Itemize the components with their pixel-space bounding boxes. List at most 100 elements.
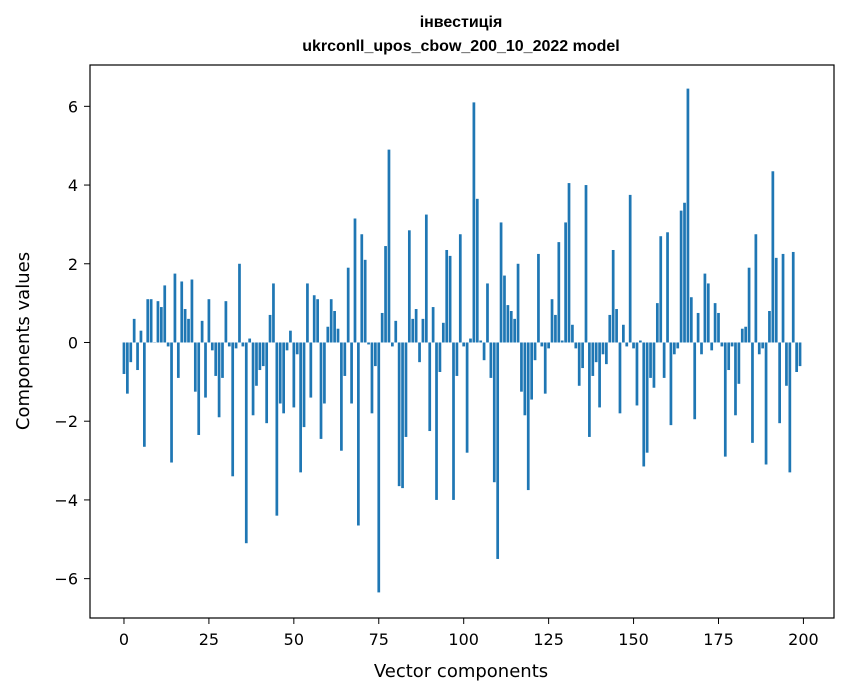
- bar: [309, 342, 313, 398]
- bar: [543, 342, 547, 394]
- bar: [608, 314, 612, 343]
- bar: [316, 299, 319, 343]
- bar: [751, 342, 754, 443]
- bar: [635, 342, 639, 406]
- bar: [363, 259, 367, 343]
- bar: [523, 342, 527, 416]
- bar: [411, 318, 415, 343]
- y-tick-label: −4: [54, 491, 78, 510]
- x-tick-label: 25: [199, 630, 219, 649]
- y-axis-label: Components values: [13, 252, 34, 430]
- bar: [540, 342, 544, 347]
- bar: [285, 342, 289, 351]
- x-tick-label: 100: [448, 630, 479, 649]
- bar: [176, 342, 180, 378]
- bar: [360, 234, 364, 343]
- bar: [744, 326, 748, 343]
- bar: [764, 342, 768, 465]
- bar: [588, 342, 591, 437]
- bar: [757, 342, 761, 355]
- bar: [224, 301, 228, 343]
- bar: [458, 234, 462, 343]
- y-tick-label: −2: [54, 412, 78, 431]
- bar: [642, 342, 646, 467]
- bar: [207, 299, 211, 343]
- bar: [275, 342, 279, 516]
- bar: [584, 185, 588, 343]
- bar: [720, 342, 724, 347]
- bar: [122, 342, 126, 374]
- bar: [710, 342, 714, 351]
- bar: [227, 342, 231, 347]
- bar: [350, 342, 353, 404]
- bar: [438, 342, 442, 372]
- bar: [384, 246, 387, 343]
- bar: [554, 314, 557, 343]
- bar: [649, 342, 652, 378]
- bar: [200, 320, 204, 343]
- bar: [785, 342, 788, 386]
- bar: [754, 234, 758, 343]
- x-tick-label: 50: [284, 630, 304, 649]
- bar: [193, 342, 197, 392]
- bar: [159, 307, 163, 343]
- bar: [282, 342, 285, 414]
- bar: [441, 322, 445, 343]
- bars-group: [122, 88, 802, 593]
- bar: [248, 338, 252, 343]
- bar: [299, 342, 302, 473]
- x-tick-label: 75: [369, 630, 389, 649]
- bar: [401, 342, 404, 489]
- bar: [187, 318, 190, 343]
- bar: [126, 342, 129, 394]
- bar: [367, 342, 370, 345]
- bar: [475, 198, 479, 343]
- bar: [407, 230, 411, 343]
- bar: [537, 253, 540, 343]
- bar: [180, 281, 184, 343]
- y-tick-label: 4: [68, 176, 78, 195]
- bar: [761, 342, 765, 349]
- bar: [170, 342, 173, 463]
- bar: [788, 342, 792, 473]
- bar: [737, 342, 741, 384]
- bar: [659, 236, 663, 343]
- x-tick-label: 0: [119, 630, 129, 649]
- plot-area-frame: [89, 64, 835, 619]
- bar: [289, 330, 292, 343]
- bar: [516, 263, 520, 343]
- bar: [462, 342, 466, 347]
- bar: [333, 311, 336, 343]
- bar: [326, 326, 330, 343]
- bar: [669, 342, 673, 426]
- bar: [166, 342, 170, 347]
- bar: [183, 309, 187, 343]
- bar: [520, 342, 523, 392]
- bar: [615, 309, 618, 343]
- bar: [771, 171, 775, 343]
- y-tick-label: 0: [68, 333, 78, 352]
- bar: [469, 338, 472, 343]
- bar: [734, 342, 737, 416]
- bar: [472, 102, 476, 343]
- bar: [268, 314, 272, 343]
- bar: [611, 249, 615, 343]
- bar: [452, 342, 455, 500]
- bar: [465, 342, 469, 453]
- bar: [499, 222, 503, 343]
- bar: [445, 249, 449, 343]
- bar: [560, 340, 564, 343]
- bar: [693, 342, 697, 420]
- bar: [132, 318, 136, 343]
- bar: [740, 328, 744, 343]
- bar: [601, 342, 605, 355]
- bar: [146, 299, 150, 343]
- bar: [435, 342, 438, 500]
- bar: [574, 342, 578, 349]
- bar: [380, 312, 384, 343]
- bar: [370, 342, 374, 414]
- bar: [295, 342, 299, 355]
- bar: [778, 342, 781, 424]
- bar: [306, 283, 309, 343]
